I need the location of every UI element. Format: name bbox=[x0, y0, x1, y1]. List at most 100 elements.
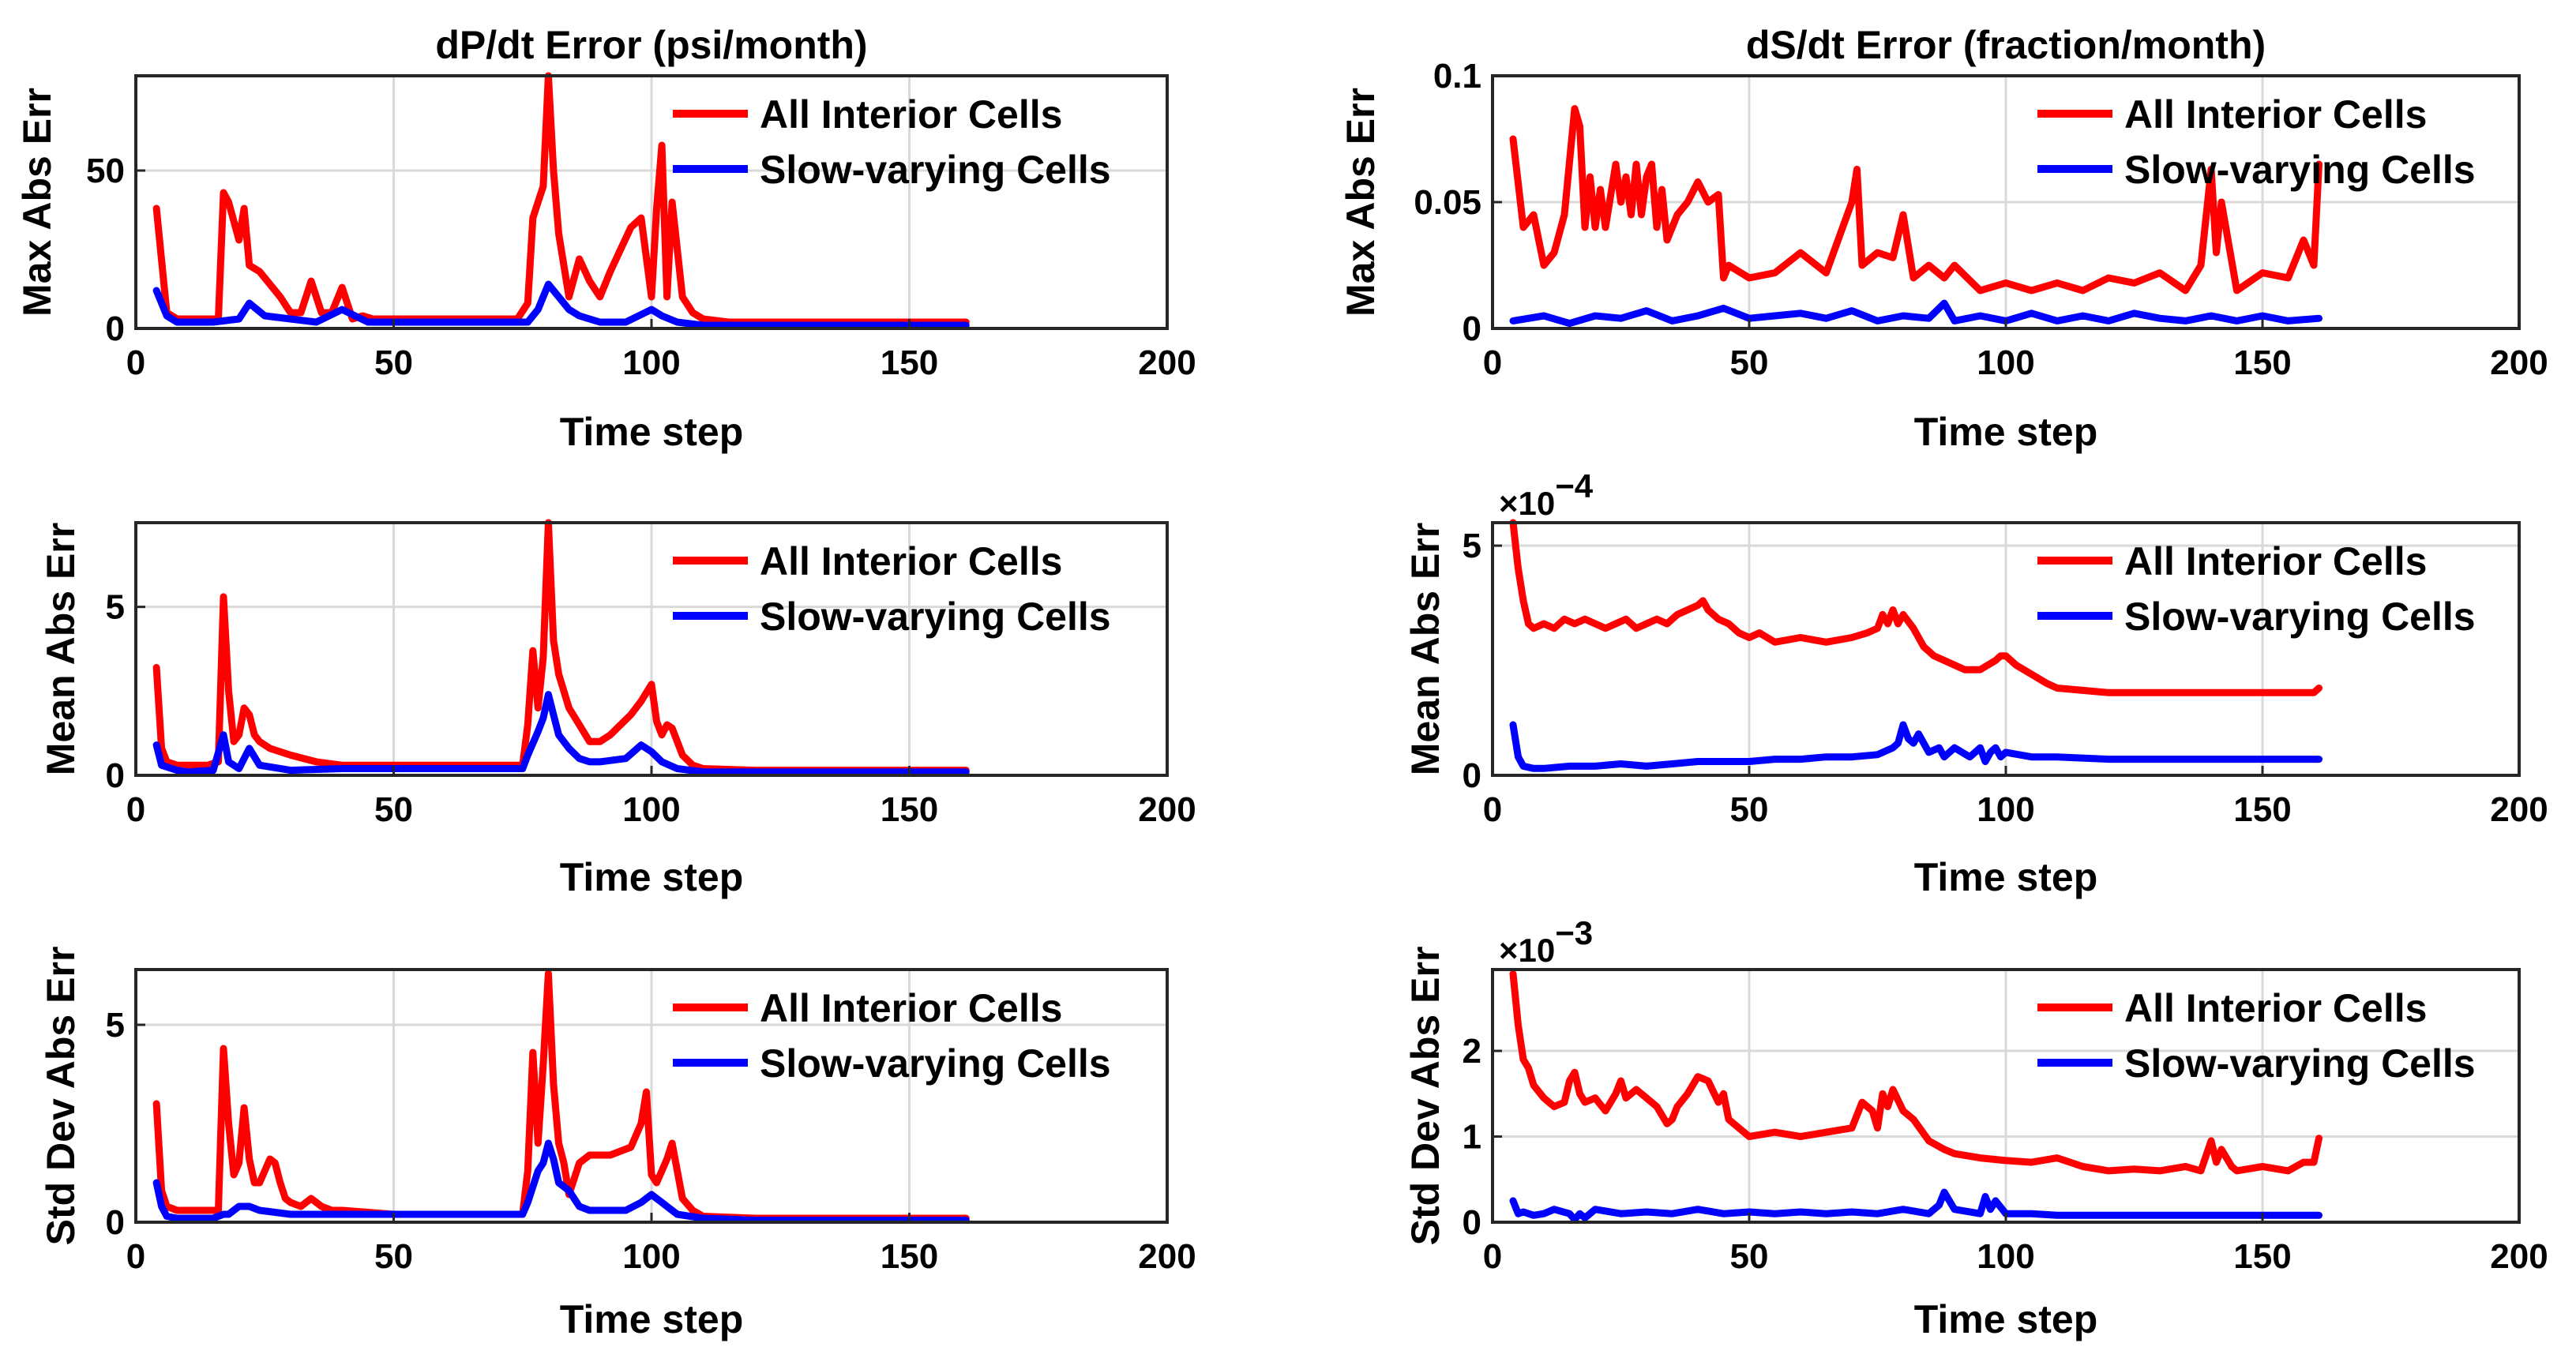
y-tick-label: 0.05 bbox=[1414, 183, 1481, 222]
x-tick-label: 100 bbox=[622, 790, 680, 829]
tick-layer: 0 50 100 150 200 0 0.05 0.1 bbox=[1414, 57, 2548, 382]
legend: All Interior Cells Slow-varying Cells bbox=[673, 539, 1111, 639]
legend-label-slow-varying: Slow-varying Cells bbox=[2124, 148, 2476, 192]
y-tick-label: 0 bbox=[1463, 1203, 1481, 1242]
y-tick-label: 1 bbox=[1463, 1118, 1481, 1157]
y-axis-label: Mean Abs Err bbox=[1403, 523, 1448, 775]
legend-label-slow-varying: Slow-varying Cells bbox=[760, 148, 1111, 192]
x-axis-label: Time step bbox=[1914, 1297, 2098, 1341]
x-tick-label: 0 bbox=[126, 790, 145, 829]
grid bbox=[1493, 970, 2519, 1222]
y-tick-label: 5 bbox=[106, 1006, 125, 1045]
panel-dp-std: 0 50 100 150 200 0 5 All Interior Cells Slow-v… bbox=[39, 947, 1196, 1341]
legend: All Interior Cells Slow-varying Cells bbox=[2037, 539, 2476, 639]
series-line-all-interior-cells bbox=[1509, 970, 2323, 1175]
x-tick-label: 200 bbox=[2490, 790, 2548, 829]
legend: All Interior Cells Slow-varying Cells bbox=[2037, 986, 2476, 1086]
multiplier-base: ×10 bbox=[1499, 932, 1555, 969]
series-layer bbox=[1509, 519, 2323, 772]
x-axis-label: Time step bbox=[560, 410, 744, 454]
x-tick-label: 0 bbox=[1483, 790, 1502, 829]
y-tick-label: 5 bbox=[1463, 527, 1481, 565]
x-tick-label: 0 bbox=[1483, 343, 1502, 382]
panel-dp-mean: 0 50 100 150 200 0 5 All Interior Cells Slow-v… bbox=[39, 519, 1196, 899]
panel-ds-max: 0 50 100 150 200 0 0.05 0.1 All Interior Cells … bbox=[1339, 23, 2548, 454]
series-layer bbox=[152, 72, 970, 329]
legend-label-slow-varying: Slow-varying Cells bbox=[760, 595, 1111, 639]
legend-label-slow-varying: Slow-varying Cells bbox=[2124, 595, 2476, 639]
panel-ds-std: 0 50 100 150 200 0 1 2 All Interior Cells Slow-… bbox=[1403, 914, 2548, 1341]
x-tick-label: 150 bbox=[2233, 1237, 2291, 1276]
series-line-all-interior-cells bbox=[152, 519, 970, 775]
y-tick-label: 0.1 bbox=[1433, 57, 1481, 96]
legend-label-slow-varying: Slow-varying Cells bbox=[760, 1041, 1111, 1086]
x-tick-label: 50 bbox=[374, 343, 413, 382]
tick-layer: 0 50 100 150 200 0 5 bbox=[106, 1006, 1196, 1276]
multiplier-base: ×10 bbox=[1499, 485, 1555, 522]
panel-title: dS/dt Error (fraction/month) bbox=[1746, 23, 2266, 67]
y-tick-label: 0 bbox=[106, 309, 125, 348]
x-tick-label: 150 bbox=[2233, 790, 2291, 829]
grid bbox=[136, 76, 1167, 328]
x-axis-label: Time step bbox=[560, 1297, 744, 1341]
tick-layer: 0 50 100 150 200 0 5 bbox=[106, 588, 1196, 829]
panel-title: dP/dt Error (psi/month) bbox=[435, 23, 867, 67]
tick-layer: 0 50 100 150 200 0 50 bbox=[86, 152, 1196, 382]
series-line-slow-varying-cells bbox=[152, 691, 970, 776]
y-multiplier: ×10−4 bbox=[1499, 467, 1594, 522]
x-tick-label: 50 bbox=[1730, 790, 1769, 829]
y-tick-label: 5 bbox=[106, 588, 125, 627]
x-tick-label: 150 bbox=[881, 343, 938, 382]
x-axis-label: Time step bbox=[1914, 410, 2098, 454]
x-tick-label: 100 bbox=[1977, 343, 2034, 382]
y-multiplier: ×10−3 bbox=[1499, 914, 1593, 969]
y-axis-label: Std Dev Abs Err bbox=[39, 947, 83, 1246]
x-tick-label: 50 bbox=[374, 790, 413, 829]
y-axis-label: Mean Abs Err bbox=[39, 523, 83, 775]
x-tick-label: 0 bbox=[1483, 1237, 1502, 1276]
series-line-slow-varying-cells bbox=[152, 1139, 970, 1224]
x-tick-label: 100 bbox=[1977, 1237, 2034, 1276]
y-tick-label: 50 bbox=[86, 152, 125, 190]
x-tick-label: 150 bbox=[2233, 343, 2291, 382]
x-tick-label: 50 bbox=[1730, 1237, 1769, 1276]
x-tick-label: 150 bbox=[881, 1237, 938, 1276]
x-tick-label: 0 bbox=[126, 343, 145, 382]
y-axis-label: Std Dev Abs Err bbox=[1403, 947, 1448, 1246]
x-axis-label: Time step bbox=[560, 855, 744, 899]
y-tick-label: 0 bbox=[1463, 309, 1481, 348]
x-tick-label: 200 bbox=[2490, 1237, 2548, 1276]
series-layer bbox=[1509, 970, 2323, 1224]
tick-layer: 0 50 100 150 200 0 5 bbox=[1463, 527, 2548, 829]
y-axis-label: Max Abs Err bbox=[1339, 88, 1383, 317]
x-tick-label: 200 bbox=[2490, 343, 2548, 382]
y-tick-label: 0 bbox=[106, 1203, 125, 1242]
x-tick-label: 50 bbox=[1730, 343, 1769, 382]
x-tick-label: 50 bbox=[374, 1237, 413, 1276]
x-tick-label: 200 bbox=[1138, 790, 1196, 829]
y-tick-label: 2 bbox=[1463, 1032, 1481, 1071]
legend: All Interior Cells Slow-varying Cells bbox=[2037, 92, 2476, 192]
legend-label-all-interior: All Interior Cells bbox=[760, 539, 1062, 583]
legend-label-all-interior: All Interior Cells bbox=[2124, 92, 2427, 137]
legend-label-all-interior: All Interior Cells bbox=[760, 92, 1062, 137]
x-tick-label: 100 bbox=[622, 343, 680, 382]
panel-dp-max: 0 50 100 150 200 0 50 All Interior Cells Slow-… bbox=[15, 23, 1196, 454]
x-tick-label: 200 bbox=[1138, 1237, 1196, 1276]
multiplier-exponent: −3 bbox=[1555, 914, 1593, 951]
series-layer bbox=[1509, 105, 2323, 328]
series-line-all-interior-cells bbox=[1509, 519, 2323, 696]
x-tick-label: 100 bbox=[622, 1237, 680, 1276]
legend-label-slow-varying: Slow-varying Cells bbox=[2124, 1041, 2476, 1086]
tick-layer: 0 50 100 150 200 0 1 2 bbox=[1463, 1032, 2548, 1276]
x-tick-label: 200 bbox=[1138, 343, 1196, 382]
x-tick-label: 0 bbox=[126, 1237, 145, 1276]
series-line-slow-varying-cells bbox=[152, 280, 970, 329]
legend-label-all-interior: All Interior Cells bbox=[2124, 539, 2427, 583]
series-layer bbox=[152, 970, 970, 1224]
series-layer bbox=[152, 519, 970, 776]
legend-label-all-interior: All Interior Cells bbox=[2124, 986, 2427, 1030]
multiplier-exponent: −4 bbox=[1555, 467, 1594, 505]
series-line-all-interior-cells bbox=[1509, 105, 2323, 294]
